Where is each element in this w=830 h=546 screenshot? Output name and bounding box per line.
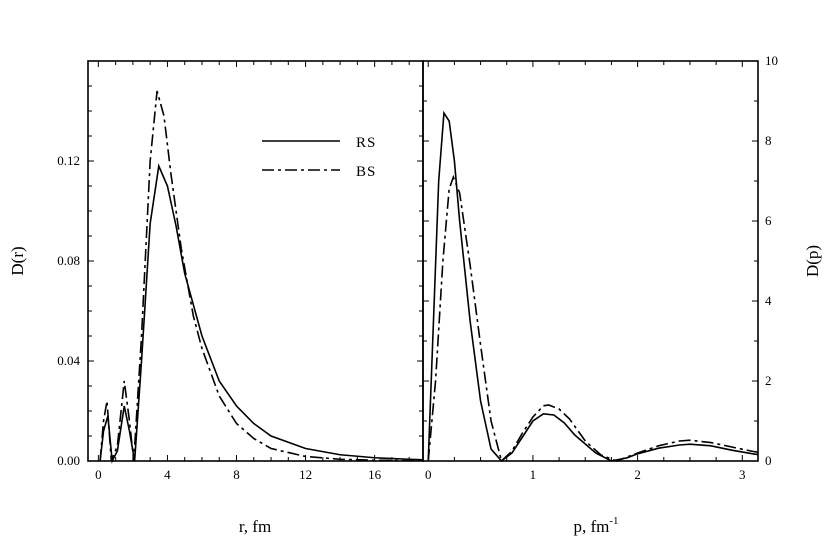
right-ylabel: D(p) xyxy=(803,245,822,277)
right-panel: 0 1 2 3 0 2 4 6 8 10 p, fm-1 D(p) xyxy=(422,53,822,536)
left-series-rs-line xyxy=(99,163,424,464)
right-series-rs-line xyxy=(427,110,759,463)
left-ticks: 0 4 8 12 16 0.00 0.04 0.08 0.12 xyxy=(57,60,423,482)
right-ytick-label: 8 xyxy=(765,133,772,148)
left-series-bs-line xyxy=(99,90,424,462)
left-series-group xyxy=(99,90,424,464)
left-ytick-label: 0.04 xyxy=(57,353,80,368)
right-ytick-label: 10 xyxy=(765,53,778,68)
left-ytick-label: 0.00 xyxy=(57,453,80,468)
left-xtick-label: 8 xyxy=(233,467,240,482)
legend-label-bs: BS xyxy=(356,164,376,180)
left-xtick-label: 4 xyxy=(164,467,171,482)
right-ytick-label: 0 xyxy=(765,453,772,468)
legend: RS BS xyxy=(262,135,376,180)
left-ylabel: D(r) xyxy=(8,246,27,275)
right-xlabel: p, fm-1 xyxy=(573,515,618,536)
right-ytick-label: 2 xyxy=(765,373,772,388)
left-xlabel: r, fm xyxy=(239,517,271,536)
legend-label-rs: RS xyxy=(356,135,376,151)
right-xtick-label: 3 xyxy=(739,467,746,482)
right-series-bs-line xyxy=(427,174,759,463)
left-ytick-label: 0.08 xyxy=(57,253,80,268)
right-ytick-label: 4 xyxy=(765,293,772,308)
right-xlabel-superscript: -1 xyxy=(609,515,618,527)
right-plot-frame xyxy=(422,60,759,462)
right-xtick-label: 0 xyxy=(425,467,432,482)
left-xtick-label: 16 xyxy=(368,467,382,482)
right-xlabel-main: p, fm xyxy=(573,517,609,536)
left-ytick-label: 0.12 xyxy=(57,153,80,168)
left-xtick-label: 12 xyxy=(299,467,312,482)
right-ticks: 0 1 2 3 0 2 4 6 8 10 xyxy=(423,53,778,482)
left-xtick-label: 0 xyxy=(95,467,102,482)
left-panel: 0 4 8 12 16 0.00 0.04 0.08 0.12 r, fm D(r) RS BS xyxy=(8,60,424,536)
right-series-group xyxy=(427,110,759,463)
right-ytick-label: 6 xyxy=(765,213,772,228)
right-xtick-label: 2 xyxy=(634,467,641,482)
right-xtick-label: 1 xyxy=(530,467,537,482)
